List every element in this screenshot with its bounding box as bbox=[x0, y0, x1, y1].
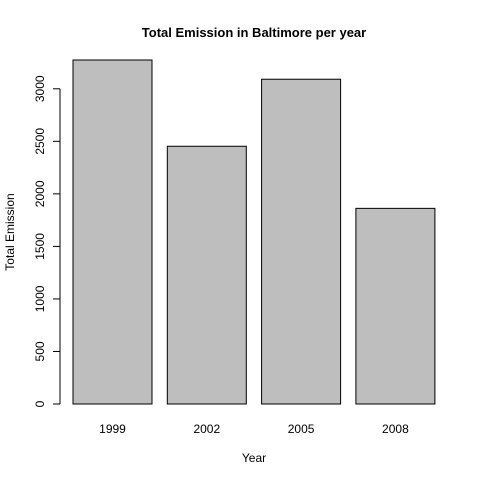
bar-2005 bbox=[261, 78, 342, 405]
y-tick-label: 0 bbox=[33, 400, 47, 407]
x-tick-label-2002: 2002 bbox=[193, 422, 220, 436]
chart-title: Total Emission in Baltimore per year bbox=[142, 25, 366, 40]
bar-1999 bbox=[72, 59, 153, 405]
x-tick-label-2008: 2008 bbox=[382, 422, 409, 436]
y-axis-ticks: 0 500 1000 1500 2000 2500 3000 bbox=[33, 75, 60, 407]
x-axis-tick-labels: 1999 2002 2005 2008 bbox=[99, 422, 409, 436]
bars-group bbox=[72, 59, 436, 405]
bar-2008 bbox=[355, 207, 436, 405]
x-tick-label-1999: 1999 bbox=[99, 422, 126, 436]
y-tick-label: 1000 bbox=[33, 285, 47, 312]
y-tick-label: 2500 bbox=[33, 128, 47, 155]
x-axis-label: Year bbox=[242, 451, 266, 465]
y-tick-label: 2000 bbox=[33, 180, 47, 207]
x-tick-label-2005: 2005 bbox=[288, 422, 315, 436]
y-tick-label: 1500 bbox=[33, 233, 47, 260]
y-tick-label: 3000 bbox=[33, 75, 47, 102]
bar-2002 bbox=[166, 145, 247, 405]
y-axis-label: Total Emission bbox=[3, 193, 17, 270]
y-tick-label: 500 bbox=[33, 341, 47, 361]
